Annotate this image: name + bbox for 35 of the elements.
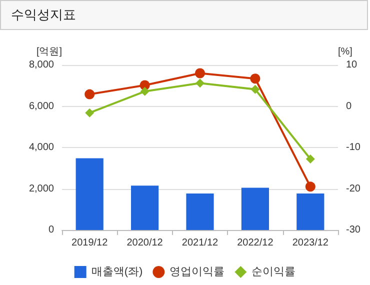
y2-tick-label: -20 xyxy=(346,183,361,194)
y2-tick-label: 10 xyxy=(346,60,358,70)
x-tick-label: 2019/12 xyxy=(72,238,108,248)
bar xyxy=(76,158,104,230)
bar xyxy=(296,193,324,230)
x-tick-label: 2023/12 xyxy=(292,238,329,248)
point xyxy=(85,108,94,118)
legend-label: 순이익률 xyxy=(252,266,296,278)
point xyxy=(250,84,260,94)
y-tick-label: 4,000 xyxy=(28,142,54,153)
y2-axis-title: [%] xyxy=(338,46,353,58)
y2-tick-label: 0 xyxy=(346,100,352,112)
point xyxy=(196,78,204,88)
point xyxy=(250,74,260,84)
point xyxy=(195,68,205,78)
y2-tick-label: -10 xyxy=(346,142,361,153)
bar xyxy=(186,193,214,230)
point xyxy=(84,89,95,100)
bar xyxy=(131,186,159,230)
x-tick-label: 2020/12 xyxy=(126,238,164,248)
y-tick-label: 6,000 xyxy=(28,100,54,112)
y-tick-label: 0 xyxy=(48,224,54,236)
chart-title: 수익성지표 xyxy=(0,0,368,30)
point xyxy=(140,86,150,96)
y-tick-label: 2,000 xyxy=(28,183,54,194)
y-axis-title: [억원] xyxy=(36,46,62,58)
point xyxy=(305,182,316,192)
y2-tick-label: -30 xyxy=(346,224,361,236)
legend-label: 영업이익률 xyxy=(170,266,225,278)
legend-label: 매출액(좌) xyxy=(91,266,143,278)
x-tick-label: 2021/12 xyxy=(182,238,219,248)
x-tick-label: 2022/12 xyxy=(237,238,274,248)
point xyxy=(306,154,315,164)
y-tick-label: 8,000 xyxy=(28,60,54,70)
bar xyxy=(241,188,269,230)
